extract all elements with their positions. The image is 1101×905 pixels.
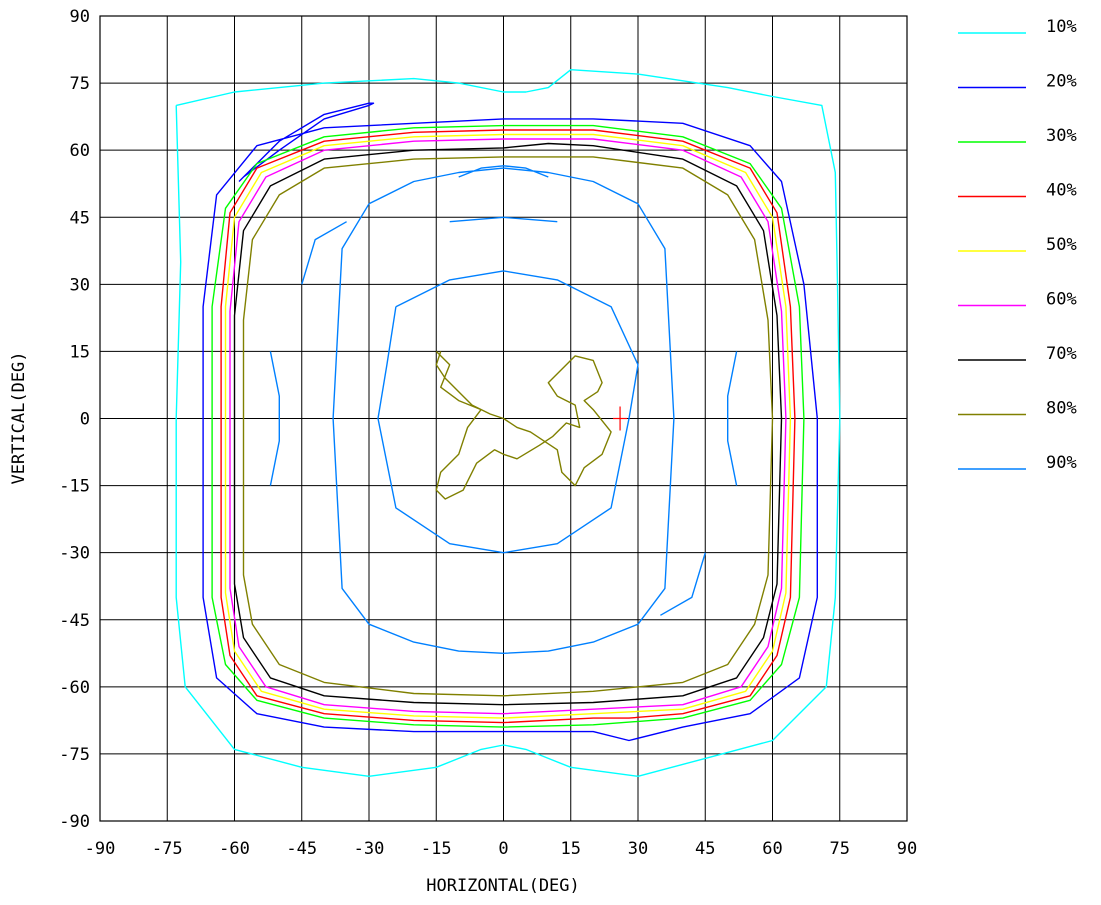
legend-label-0: 10% [1046, 17, 1077, 37]
x-tick-label-1: -75 [152, 839, 183, 859]
legend-label-6: 70% [1046, 344, 1077, 364]
contour-line-6 [233, 142, 783, 706]
contour-line-3 [220, 129, 796, 724]
y-tick-label-10: 60 [70, 141, 90, 161]
legend-label-8: 90% [1046, 453, 1077, 473]
contour-line-1 [202, 102, 818, 742]
contour-line-8 [269, 165, 738, 654]
y-tick-label-2: -60 [59, 678, 90, 698]
center-marker [613, 406, 628, 431]
x-tick-label-4: -30 [354, 839, 385, 859]
y-tick-label-9: 45 [70, 208, 90, 228]
contour-line-2 [211, 124, 805, 728]
y-tick-label-11: 75 [70, 74, 90, 94]
contour-line-0 [175, 69, 841, 777]
x-tick-label-10: 60 [762, 839, 782, 859]
contour-lines [175, 69, 841, 777]
x-tick-label-7: 15 [561, 839, 581, 859]
y-tick-label-1: -75 [59, 745, 90, 765]
y-tick-label-8: 30 [70, 275, 90, 295]
x-tick-label-2: -60 [219, 839, 250, 859]
x-tick-label-8: 30 [628, 839, 648, 859]
y-tick-labels: -90 -75 -60 -45 -30 -15 0 15 30 45 60 75 90 [59, 7, 90, 832]
y-axis-label: VERTICAL(DEG) [9, 351, 29, 484]
legend-label-4: 50% [1046, 235, 1077, 255]
legend-label-3: 40% [1046, 181, 1077, 201]
x-tick-label-0: -90 [85, 839, 116, 859]
y-tick-label-0: -90 [59, 812, 90, 832]
x-tick-labels: -90 -75 -60 -45 -30 -15 0 15 30 45 60 75 90 [85, 839, 918, 859]
y-tick-label-4: -30 [59, 544, 90, 564]
y-tick-label-3: -45 [59, 611, 90, 631]
x-axis-label: HORIZONTAL(DEG) [426, 876, 580, 896]
legend-label-2: 30% [1046, 126, 1077, 146]
x-tick-label-6: 0 [498, 839, 508, 859]
x-tick-label-12: 90 [897, 839, 917, 859]
legend: 10% 20% 30% 40% 50% 60% 70% 80% 90% [958, 17, 1077, 473]
legend-label-1: 20% [1046, 72, 1077, 92]
y-tick-label-5: -15 [59, 477, 90, 497]
x-tick-label-11: 75 [830, 839, 850, 859]
y-tick-label-7: 15 [70, 342, 90, 362]
x-tick-label-3: -45 [286, 839, 317, 859]
contour-line-5 [229, 138, 787, 715]
legend-label-7: 80% [1046, 399, 1077, 419]
y-tick-label-12: 90 [70, 7, 90, 27]
y-tick-label-6: 0 [80, 410, 90, 430]
x-tick-label-9: 45 [695, 839, 715, 859]
contour-line-7 [242, 156, 774, 697]
legend-label-5: 60% [1046, 290, 1077, 310]
contour-line-4 [224, 133, 792, 719]
x-tick-label-5: -15 [421, 839, 452, 859]
